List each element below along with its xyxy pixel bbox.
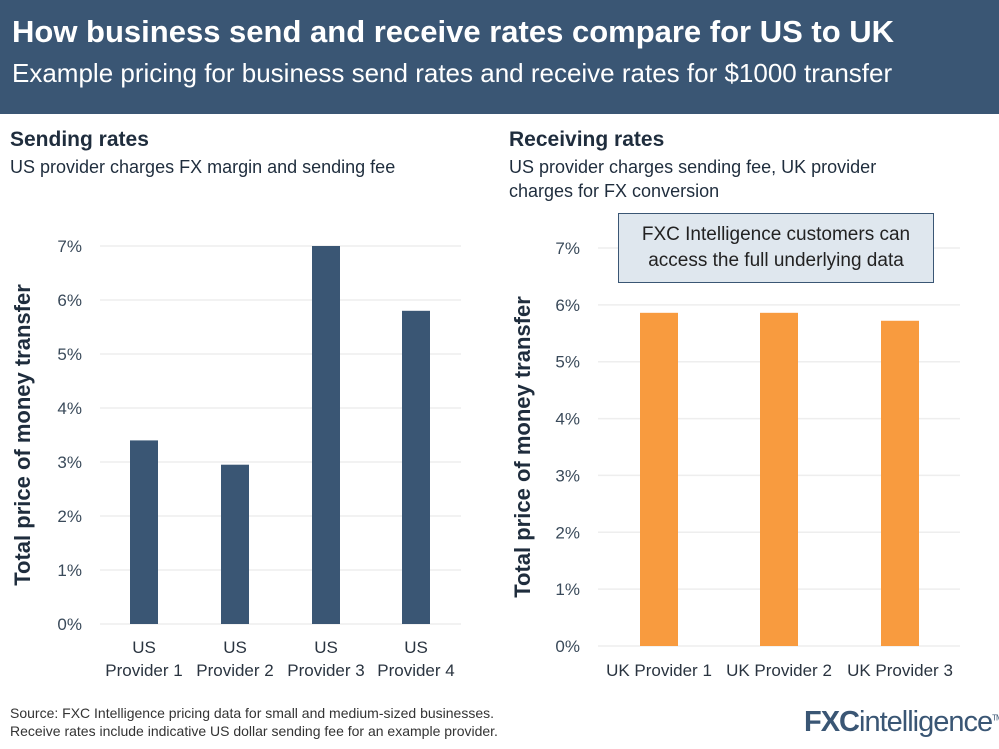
source-line-2: Receive rates include indicative US doll… bbox=[10, 723, 498, 739]
y-tick-label: 4% bbox=[555, 410, 580, 429]
y-tick-label: 2% bbox=[555, 523, 580, 542]
x-tick-label: Provider 2 bbox=[196, 661, 273, 680]
y-tick-label: 2% bbox=[57, 507, 82, 526]
y-tick-label: 4% bbox=[57, 399, 82, 418]
y-tick-label: 1% bbox=[555, 580, 580, 599]
callout-line-1: FXC Intelligence customers can bbox=[641, 224, 911, 245]
bar bbox=[881, 320, 919, 646]
callout-box: FXC Intelligence customers can access th… bbox=[618, 213, 934, 283]
bar bbox=[221, 464, 249, 624]
x-tick-label: UK Provider 3 bbox=[847, 661, 953, 680]
y-axis-label: Total price of money transfer bbox=[10, 284, 35, 586]
x-tick-label: UK Provider 1 bbox=[606, 661, 712, 680]
bar bbox=[640, 312, 678, 646]
y-tick-label: 0% bbox=[57, 615, 82, 634]
left-chart-subtitle: US provider charges FX margin and sendin… bbox=[10, 157, 396, 177]
x-tick-label: Provider 1 bbox=[105, 661, 182, 680]
header: How business send and receive rates comp… bbox=[0, 0, 999, 114]
x-tick-label: US bbox=[404, 638, 428, 657]
bar bbox=[312, 246, 340, 624]
y-tick-label: 3% bbox=[57, 453, 82, 472]
right-chart-subtitle: US provider charges sending fee, UK prov… bbox=[509, 157, 877, 201]
bar bbox=[130, 440, 158, 624]
x-tick-label: Provider 4 bbox=[377, 661, 454, 680]
bar bbox=[760, 312, 798, 646]
y-tick-label: 0% bbox=[555, 637, 580, 656]
source-note: Source: FXC Intelligence pricing data fo… bbox=[10, 704, 498, 740]
subtitle: Example pricing for business send rates … bbox=[12, 58, 893, 88]
y-tick-label: 3% bbox=[555, 466, 580, 485]
callout-line-2: access the full underlying data bbox=[648, 250, 904, 271]
y-axis-label: Total price of money transfer bbox=[510, 296, 535, 598]
y-tick-label: 7% bbox=[555, 239, 580, 258]
x-tick-label: US bbox=[132, 638, 156, 657]
y-tick-label: 5% bbox=[555, 353, 580, 372]
y-tick-label: 5% bbox=[57, 345, 82, 364]
title: How business send and receive rates comp… bbox=[12, 14, 895, 49]
x-tick-label: Provider 3 bbox=[287, 661, 364, 680]
fxc-logo: FXCintelligenceTM bbox=[804, 706, 999, 738]
x-tick-label: UK Provider 2 bbox=[726, 661, 832, 680]
x-tick-label: US bbox=[314, 638, 338, 657]
y-tick-label: 1% bbox=[57, 561, 82, 580]
y-tick-label: 6% bbox=[57, 291, 82, 310]
x-tick-label: US bbox=[223, 638, 247, 657]
right-chart-title: Receiving rates bbox=[509, 128, 665, 151]
y-tick-label: 6% bbox=[555, 296, 580, 315]
source-line-1: Source: FXC Intelligence pricing data fo… bbox=[10, 705, 495, 721]
y-tick-label: 7% bbox=[57, 237, 82, 256]
bar bbox=[402, 310, 430, 624]
left-chart-title: Sending rates bbox=[10, 128, 149, 151]
